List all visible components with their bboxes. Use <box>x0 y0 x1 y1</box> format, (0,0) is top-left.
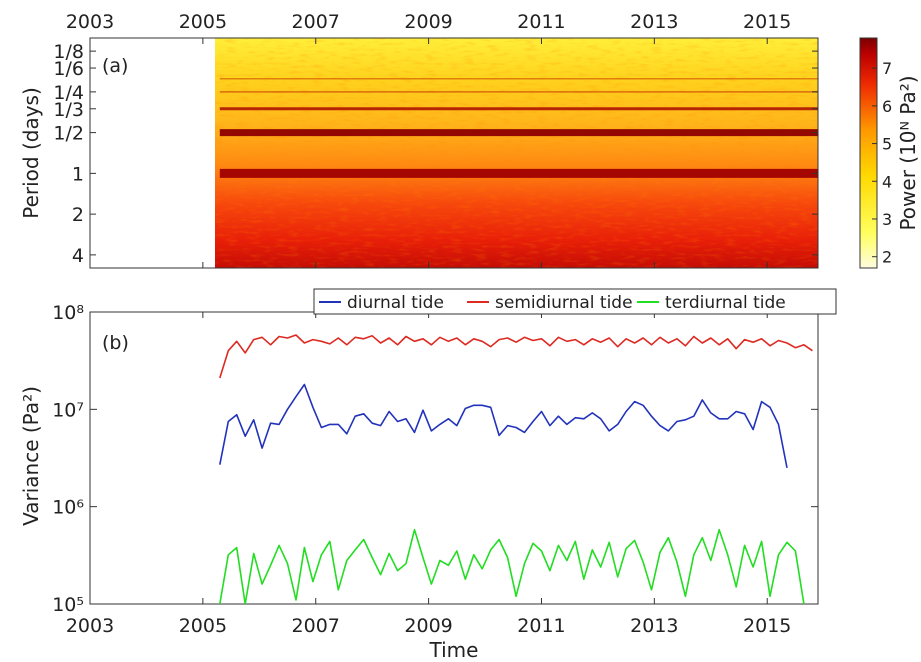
panel-a-y-tick-label: 1/6 <box>53 58 84 80</box>
legend-label-diurnal: diurnal tide <box>347 293 444 313</box>
panel-a-y-tick-label: 1/2 <box>53 123 84 145</box>
panel-a-x-tick-label: 2011 <box>517 11 565 33</box>
panel-b-y-axis-label: Variance (Pa²) <box>19 386 43 526</box>
panel-b-y-tick-label: 10⁵ <box>52 594 84 616</box>
panel-a-frame <box>89 37 819 269</box>
panel-b-x-tick-label: 2009 <box>404 615 452 637</box>
panel-a-x-tick-label: 2009 <box>404 11 452 33</box>
variance-panel: 10⁵ 10⁶ 10⁷ 10⁸ 2003 2005 2007 2009 2011 2013 201… <box>19 302 819 662</box>
colorbar-tick-label: 5 <box>882 135 892 154</box>
tidal-bands <box>219 78 818 178</box>
panel-b-x-ticks: 2003 2005 2007 2009 2011 2013 2015 <box>66 312 791 637</box>
panel-b-y-tick-label: 10⁸ <box>52 302 84 324</box>
panel-a-x-tick-label: 2003 <box>66 11 114 33</box>
series-lines <box>219 334 813 604</box>
x-axis-label: Time <box>429 638 479 662</box>
panel-b-label: (b) <box>102 332 129 354</box>
legend-label-terdiurnal: terdiurnal tide <box>665 293 786 313</box>
panel-b-x-tick-label: 2015 <box>743 615 791 637</box>
panel-a-y-axis-label: Period (days) <box>19 87 43 219</box>
panel-a-x-tick-label: 2013 <box>630 11 678 33</box>
panel-a-x-tick-label: 2015 <box>743 11 791 33</box>
legend: diurnal tide semidiurnal tide terdiurnal… <box>313 288 837 315</box>
panel-a-y-tick-label: 2 <box>72 204 84 226</box>
panel-b-y-ticks: 10⁵ 10⁶ 10⁷ 10⁸ <box>52 302 818 616</box>
colorbar-tick-label: 6 <box>882 97 892 116</box>
heatmap-texture <box>215 38 818 268</box>
legend-box <box>313 288 837 315</box>
panel-b-x-tick-label: 2003 <box>66 615 114 637</box>
panel-a-y-tick-label: 1/8 <box>53 41 84 63</box>
series-line-terdiurnal <box>219 528 805 604</box>
colorbar-tick-label: 7 <box>882 59 892 78</box>
panel-a-x-ticks: 2003 2005 2007 2009 2011 2013 2015 <box>66 11 791 268</box>
panel-a-label: (a) <box>102 55 128 77</box>
panel-a-y-tick-label: 4 <box>72 245 84 267</box>
series-line-semidiurnal <box>219 334 813 379</box>
panel-b-frame <box>89 311 819 605</box>
colorbar-tick-label: 4 <box>882 172 892 191</box>
panel-a-y-tick-label: 1 <box>72 163 84 185</box>
panel-b-x-tick-label: 2013 <box>630 615 678 637</box>
legend-label-semidiurnal: semidiurnal tide <box>495 293 633 313</box>
panel-b-y-tick-label: 10⁷ <box>52 399 84 421</box>
colorbar-tick-label: 3 <box>882 210 892 229</box>
colorbar-label: Power (10ᴺ Pa²) <box>896 75 920 230</box>
panel-b-y-tick-label: 10⁶ <box>52 497 84 519</box>
series-line-diurnal <box>219 383 788 469</box>
panel-b-x-tick-label: 2005 <box>179 615 227 637</box>
panel-a-x-tick-label: 2007 <box>292 11 340 33</box>
colorbar: 2 3 4 5 6 7 Power (10ᴺ Pa²) <box>859 37 920 269</box>
colorbar-ticks: 2 3 4 5 6 7 <box>872 59 892 267</box>
panel-a-x-tick-label: 2005 <box>179 11 227 33</box>
panel-b-x-tick-label: 2011 <box>517 615 565 637</box>
panel-a-y-tick-label: 1/4 <box>53 82 84 104</box>
panel-a-y-ticks: 1/81/61/41/31/2 1 2 4 <box>53 41 818 267</box>
panel-a-y-tick-label: 1/3 <box>53 99 84 121</box>
colorbar-gradient <box>859 37 878 269</box>
colorbar-tick-label: 2 <box>882 248 892 267</box>
panel-b-x-tick-label: 2007 <box>292 615 340 637</box>
